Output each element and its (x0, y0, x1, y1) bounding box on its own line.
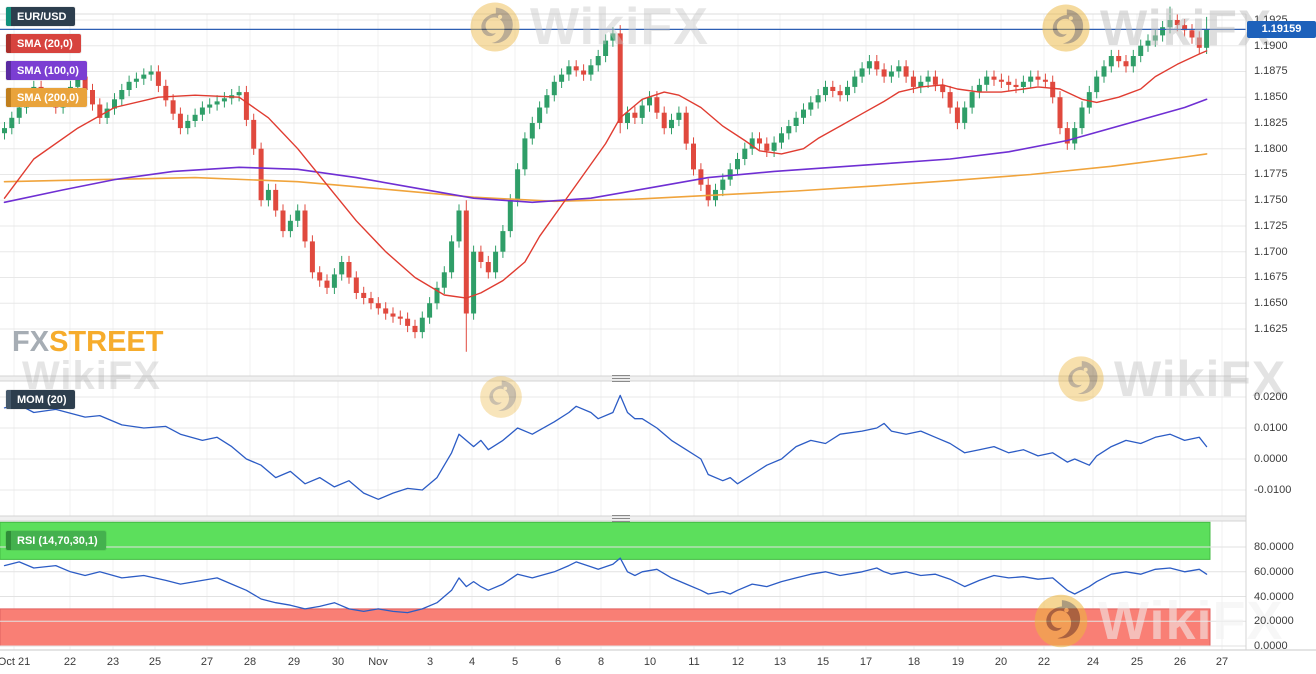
sma100-badge-label: SMA (100,0) (17, 64, 79, 77)
rsi-panel[interactable] (0, 522, 1246, 648)
symbol-badge-chip (6, 7, 11, 26)
sma100-badge-chip (6, 61, 11, 80)
sma20-badge-label: SMA (20,0) (17, 37, 73, 50)
momentum-panel[interactable] (0, 382, 1246, 516)
symbol-badge[interactable]: EUR/USD (6, 7, 75, 26)
sma200-indicator-badge[interactable]: SMA (200,0) (6, 88, 87, 107)
panel-resize-handle[interactable] (612, 515, 630, 522)
sma200-badge-chip (6, 88, 11, 107)
mom-badge-label: MOM (20) (17, 393, 67, 406)
rsi-indicator-badge[interactable]: RSI (14,70,30,1) (6, 531, 106, 550)
current-price-badge: 1.19159 (1247, 21, 1316, 38)
sma20-indicator-badge[interactable]: SMA (20,0) (6, 34, 81, 53)
sma20-badge-chip (6, 34, 11, 53)
mom-badge-chip (6, 390, 11, 409)
rsi-badge-chip (6, 531, 11, 550)
fxstreet-logo-fx: FX (12, 326, 50, 358)
panel-resize-handle[interactable] (612, 375, 630, 382)
price-axis[interactable] (1246, 14, 1316, 650)
fxstreet-logo: FXSTREET (12, 326, 163, 359)
rsi-badge-label: RSI (14,70,30,1) (17, 534, 98, 547)
sma100-indicator-badge[interactable]: SMA (100,0) (6, 61, 87, 80)
mom-indicator-badge[interactable]: MOM (20) (6, 390, 75, 409)
candlestick-panel[interactable] (0, 14, 1246, 376)
symbol-badge-label: EUR/USD (17, 10, 67, 23)
time-axis[interactable] (0, 650, 1246, 674)
fxstreet-logo-street: STREET (49, 326, 164, 358)
sma200-badge-label: SMA (200,0) (17, 91, 79, 104)
